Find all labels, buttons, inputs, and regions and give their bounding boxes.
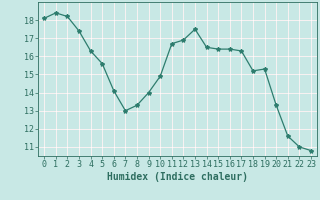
X-axis label: Humidex (Indice chaleur): Humidex (Indice chaleur) bbox=[107, 172, 248, 182]
